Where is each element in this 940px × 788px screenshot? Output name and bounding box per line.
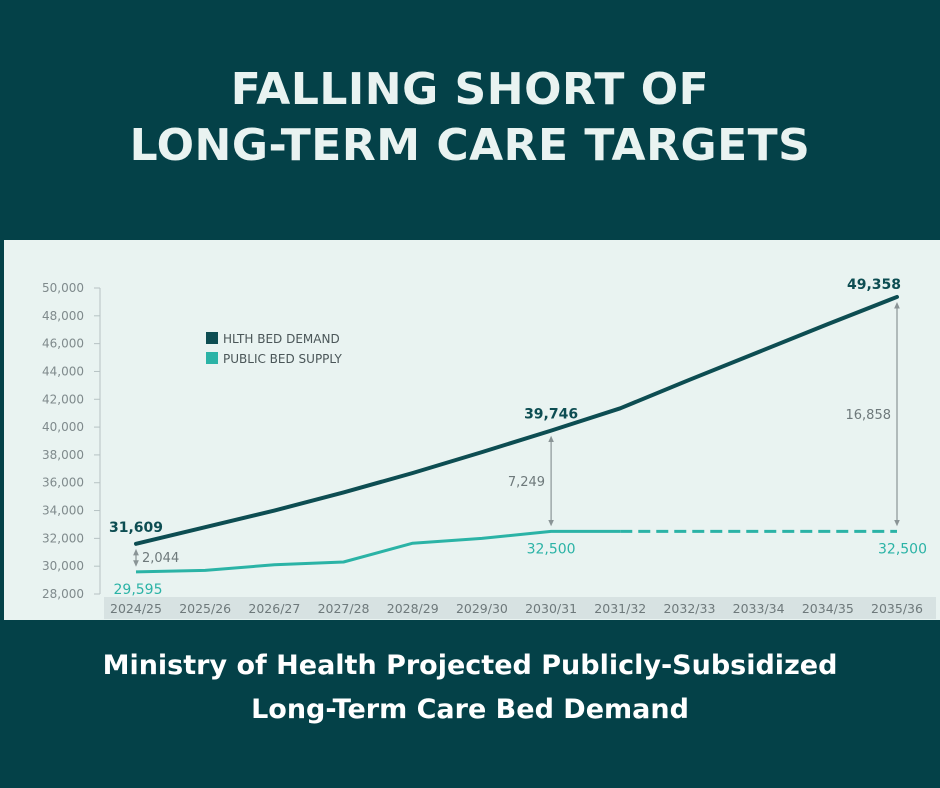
- y-tick-label: 36,000: [42, 476, 84, 490]
- legend-label: PUBLIC BED SUPPLY: [223, 352, 343, 366]
- x-tick-label: 2029/30: [456, 601, 508, 616]
- point-label: 39,746: [524, 407, 578, 423]
- demand-series-line: [134, 294, 899, 546]
- point-label: 32,500: [527, 541, 576, 557]
- y-tick-label: 38,000: [42, 448, 84, 462]
- y-tick-label: 44,000: [42, 364, 84, 378]
- x-tick-label: 2034/35: [802, 601, 854, 616]
- y-tick-label: 32,000: [42, 531, 84, 545]
- x-tick-label: 2033/34: [733, 601, 785, 616]
- x-tick-label: 2035/36: [871, 601, 923, 616]
- x-tick-label: 2025/26: [179, 601, 231, 616]
- title-line-1: FALLING SHORT OF: [230, 64, 710, 115]
- supply-series-line: [135, 529, 621, 574]
- point-label: 49,358: [847, 277, 901, 293]
- x-tick-label: 2027/28: [318, 601, 370, 616]
- gap-label: 7,249: [508, 475, 545, 490]
- x-tick-label: 2024/25: [110, 601, 162, 616]
- y-tick-label: 28,000: [42, 587, 84, 601]
- point-label: 31,609: [109, 520, 163, 536]
- gap-label: 2,044: [142, 551, 179, 566]
- x-tick-label: 2031/32: [594, 601, 646, 616]
- point-label: 29,595: [114, 582, 163, 598]
- x-tick-label: 2030/31: [525, 601, 577, 616]
- y-tick-label: 42,000: [42, 392, 84, 406]
- y-tick-label: 40,000: [42, 420, 84, 434]
- x-tick-label: 2026/27: [248, 601, 300, 616]
- y-tick-label: 46,000: [42, 337, 84, 351]
- title-line-2: LONG-TERM CARE TARGETS: [129, 120, 811, 171]
- x-tick-label: 2028/29: [387, 601, 439, 616]
- y-tick-label: 30,000: [42, 559, 84, 573]
- y-tick-label: 34,000: [42, 504, 84, 518]
- y-tick-label: 50,000: [42, 281, 84, 295]
- line-chart: 28,000 30,000 32,000 34,000 36,000 38,000 40,0…: [42, 277, 936, 619]
- subtitle-line-2: Long-Term Care Bed Demand: [251, 694, 689, 725]
- chart-panel: 28,000 30,000 32,000 34,000 36,000 38,000 40,0…: [4, 240, 940, 620]
- x-tick-label: 2032/33: [663, 601, 715, 616]
- header-banner: FALLING SHORT OF LONG-TERM CARE TARGETS: [0, 0, 940, 237]
- legend-label: HLTH BED DEMAND: [223, 332, 340, 346]
- subtitle-line-1: Ministry of Health Projected Publicly-Su…: [102, 650, 838, 681]
- gap-label: 16,858: [846, 408, 892, 423]
- legend-swatch: [206, 332, 218, 344]
- footer-banner: Ministry of Health Projected Publicly-Su…: [0, 620, 940, 788]
- point-label: 32,500: [878, 541, 927, 557]
- y-tick-label: 48,000: [42, 309, 84, 323]
- x-axis-band: [104, 597, 936, 619]
- legend-swatch: [206, 352, 218, 364]
